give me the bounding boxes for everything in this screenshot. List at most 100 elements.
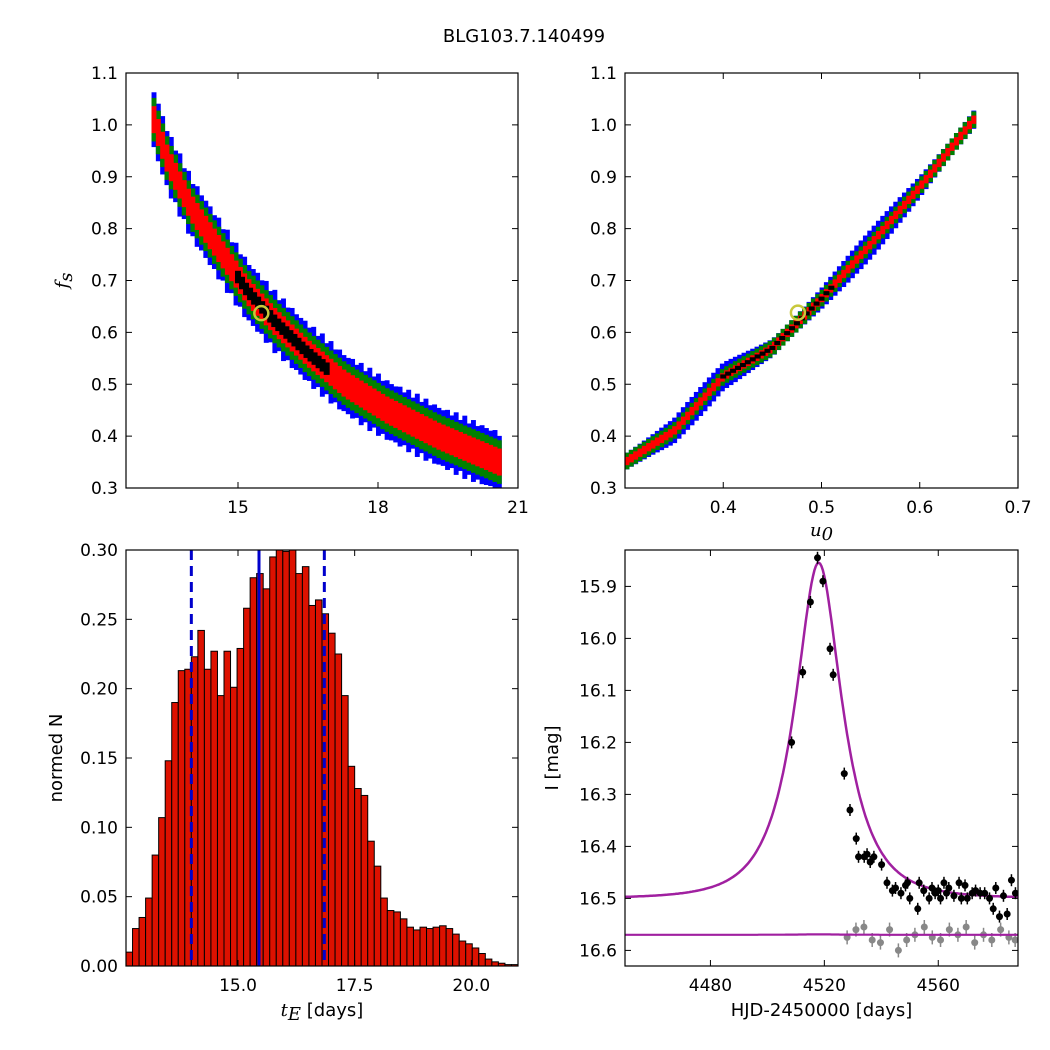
sigma1-cell — [680, 416, 686, 425]
histogram-bar — [426, 928, 434, 967]
histogram-bar — [432, 926, 441, 967]
histogram-bar — [393, 911, 401, 967]
sigma1-cell — [371, 388, 377, 416]
data-point — [957, 894, 965, 902]
secondary-data-point — [1011, 936, 1018, 944]
data-point — [883, 879, 891, 887]
y-axis-label: I [mag] — [542, 725, 563, 790]
best-region-cell — [271, 314, 278, 328]
histogram-bar — [347, 765, 356, 967]
secondary-data-point — [962, 923, 970, 931]
best-region-cell — [803, 311, 810, 316]
sigma1-cell — [332, 362, 338, 390]
best-region-cell — [808, 306, 815, 311]
sigma1-cell — [880, 225, 886, 235]
secondary-data-point — [860, 923, 868, 931]
histogram-bar — [282, 550, 290, 967]
sigma1-cell — [958, 131, 964, 141]
sigma1-cell — [971, 115, 977, 124]
y-tick-label: 0.5 — [590, 375, 617, 395]
sigma1-cell — [181, 180, 187, 208]
sigma1-cell — [384, 396, 390, 424]
best-region-cell — [247, 287, 254, 301]
panel-fs-vs-te: 15 18 21 0.3 0.4 0.5 0.6 0.7 0.8 0.9 1.0 1.1 fs — [52, 64, 529, 518]
data-point — [981, 889, 989, 897]
x-axis-label: HJD-2450000 [days] — [731, 1000, 913, 1021]
histogram-bar — [210, 650, 218, 967]
histogram-bar — [419, 926, 428, 967]
histogram-bar — [177, 670, 186, 967]
y-tick-label: 1.1 — [91, 64, 118, 84]
best-region-cell — [739, 362, 746, 368]
secondary-data-point — [876, 939, 884, 947]
y-tick-label: 0.6 — [91, 323, 118, 343]
sigma1-cell — [406, 407, 412, 435]
best-region-cell — [725, 371, 732, 376]
sigma1-cell — [927, 169, 933, 178]
y-tick-label: 0.3 — [590, 479, 617, 499]
sigma1-cell — [397, 403, 403, 431]
data-point — [897, 889, 905, 897]
histogram-bar — [484, 958, 493, 967]
sigma1-cell — [628, 454, 634, 463]
sigma1-cell — [919, 180, 925, 189]
sigma1-cell — [659, 434, 665, 444]
best-region-cell — [315, 355, 322, 369]
data-point — [950, 892, 958, 900]
sigma1-cell — [667, 429, 673, 438]
best-fit-marker — [253, 304, 270, 322]
x-tick-label: 4520 — [803, 976, 846, 996]
sigma1-cell — [199, 209, 204, 237]
histogram-bar — [367, 840, 375, 967]
x-tick-label: 0.7 — [1004, 498, 1031, 518]
data-point — [788, 738, 796, 746]
sigma1-cell — [914, 185, 920, 194]
best-region-cell — [243, 282, 250, 296]
y-tick-label: 1.1 — [590, 64, 617, 84]
sigma1-cell — [806, 306, 812, 316]
sigma1-cell — [867, 241, 873, 250]
x-axis-label: u0 — [810, 520, 833, 545]
sigma1-cell — [173, 162, 179, 190]
best-region-cell — [283, 326, 290, 339]
histogram-bar — [230, 686, 238, 967]
sigma1-cell — [923, 175, 929, 184]
sigma1-cell — [858, 250, 864, 259]
sigma1-cell — [177, 171, 183, 199]
secondary-data-point — [894, 946, 902, 954]
best-region-cell — [730, 368, 737, 373]
data-point — [963, 894, 971, 902]
sigma1-cell — [693, 402, 699, 411]
secondary-data-point — [920, 923, 928, 931]
y-tick-label: 0.9 — [590, 168, 617, 188]
sigma1-cell — [423, 416, 429, 444]
data-point — [870, 853, 878, 861]
histogram-bar — [138, 916, 147, 967]
x-tick-label: 21 — [507, 498, 529, 518]
y-tick-label: 0.05 — [80, 888, 118, 908]
y-tick-label: 0.8 — [590, 220, 617, 240]
sigma1-cell — [393, 400, 399, 428]
sigma1-cell — [354, 377, 360, 405]
sigma1-cell — [862, 245, 868, 255]
histogram-bar — [341, 695, 349, 967]
histogram-bar — [275, 549, 284, 967]
sigma1-cell — [419, 414, 425, 442]
best-region-cell — [311, 352, 318, 365]
histogram-bar — [243, 607, 251, 967]
data-point — [863, 850, 871, 858]
secondary-data-point — [868, 936, 876, 944]
x-tick-label: 15.0 — [219, 976, 257, 996]
sigma1-cell — [427, 418, 433, 446]
histogram-bar — [354, 788, 362, 967]
data-point — [904, 879, 912, 887]
sigma1-cell — [483, 443, 489, 471]
y-tick-label: 1.0 — [91, 116, 118, 136]
data-point — [1007, 876, 1015, 884]
plot-frame — [624, 549, 1019, 967]
sigma1-cell — [966, 120, 972, 130]
sigma1-cell — [220, 241, 226, 269]
data-point — [819, 577, 827, 585]
sigma1-cell — [711, 382, 717, 392]
